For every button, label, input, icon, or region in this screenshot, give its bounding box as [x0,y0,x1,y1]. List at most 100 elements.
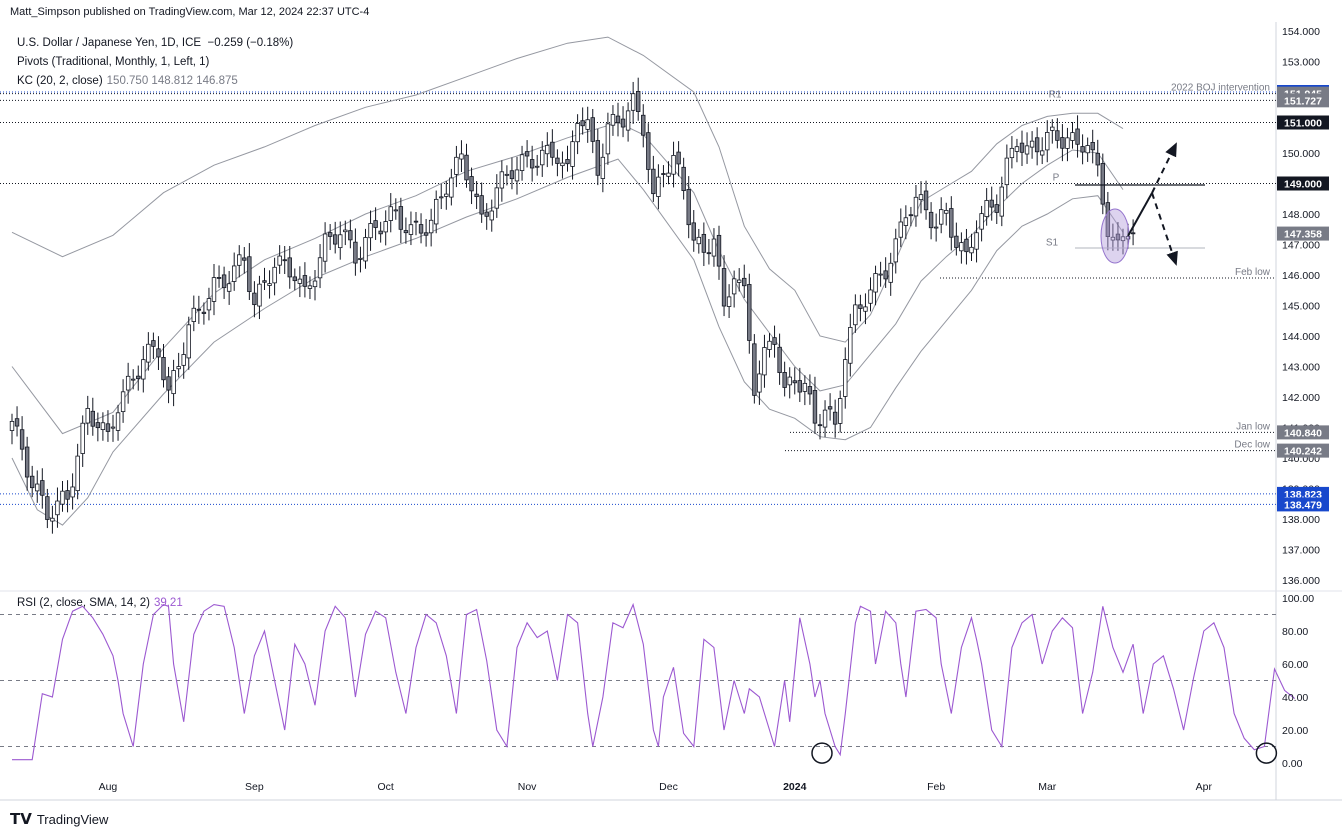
kc-legend: KC (20, 2, close) [17,75,103,87]
price-tick-label: 142.000 [1282,392,1320,404]
candle [843,347,848,409]
price-tick-label: 143.000 [1282,362,1320,374]
rsi-pane [0,602,1296,764]
candle [9,413,15,445]
candle [509,157,515,190]
candle [797,367,802,402]
candle [459,140,464,172]
candle [822,400,828,438]
candle [24,436,30,491]
candle [636,77,641,121]
candle [1070,122,1075,149]
candle [312,270,318,301]
candle [1040,137,1045,165]
rsi-tick-label: 40.00 [1282,692,1308,704]
time-tick-label: Oct [378,781,394,793]
candle [853,294,858,333]
candle [706,238,712,265]
candle [156,336,161,371]
candle [267,270,272,299]
candle [489,199,494,232]
candle [762,334,767,388]
svg-text:140.840: 140.840 [1284,427,1322,439]
candle [1080,134,1085,165]
level-note: 2022 BOJ intervention [1171,83,1270,94]
svg-text:151.000: 151.000 [1284,118,1322,130]
candle [257,275,262,320]
kc-values: 150.750 148.812 146.875 [106,75,238,87]
candle [1019,130,1025,167]
level-note: Dec low [1234,440,1270,451]
candle [858,294,863,322]
rsi-tick-label: 60.00 [1282,659,1308,671]
candle [1110,223,1116,251]
candle [70,473,75,510]
tradingview-footer[interactable]: 𝗧𝗩 TradingView [10,810,108,828]
candle [540,141,545,177]
candle [868,277,873,312]
price-tick-label: 146.000 [1282,270,1320,282]
candle [913,184,919,227]
svg-text:138.479: 138.479 [1284,499,1322,511]
svg-text:147.358: 147.358 [1284,229,1322,241]
level-note: Jan low [1236,421,1271,432]
candle [524,140,530,168]
candle [484,203,489,230]
chart-legend: U.S. Dollar / Japanese Yen, 1D, ICE −0.2… [17,34,293,91]
candle [918,181,924,214]
time-axis[interactable]: Aug Sep Oct Nov Dec 2024 Feb Mar Apr [99,781,1213,793]
candle [1029,131,1035,159]
candle [888,252,893,296]
candle [40,468,45,509]
candle [136,365,141,391]
candle [1060,124,1065,162]
candle [529,145,535,182]
level-note: P [1053,173,1060,184]
rsi-tick-label: 0.00 [1282,758,1303,770]
candle [570,130,575,180]
candle [413,211,419,236]
candle [969,233,974,261]
candle [711,228,717,267]
candle [1065,127,1070,162]
svg-text:151.727: 151.727 [1284,95,1322,107]
candle [19,416,25,461]
candle [85,395,90,435]
candle [45,488,50,529]
price-label-badge: 151.000 [1277,115,1329,130]
candle [954,222,959,256]
candle [726,284,732,319]
candle [343,220,348,246]
rsi-axis[interactable]: 100.00 80.00 60.00 40.00 20.00 0.00 [1282,593,1314,770]
candle [651,155,656,202]
candle [368,210,373,251]
candle [317,244,323,289]
candle [999,176,1004,227]
price-label-badge: 147.358 [1277,226,1329,241]
candle [827,393,833,421]
candle [979,205,984,242]
candle [721,255,727,317]
candle [944,202,949,226]
candle [146,332,151,371]
candle [792,367,797,395]
candle [115,404,121,441]
candle [959,232,964,264]
price-label-badge: 138.479 [1277,497,1329,512]
candle [898,208,903,248]
candle [191,295,196,332]
price-levels: 2022 BOJ intervention R1 P S1 Feb low Jan low… [0,83,1276,505]
candles [9,77,1136,534]
candle [742,264,747,298]
price-tick-label: 136.000 [1282,575,1320,587]
price-change: −0.259 (−0.18%) [207,37,294,49]
candle [696,228,701,254]
kc-middle-band [11,121,1124,435]
candle [201,302,207,325]
candle [519,145,525,181]
candle [1004,144,1010,199]
candle [605,112,611,165]
candle [893,228,898,274]
candle [322,222,328,273]
